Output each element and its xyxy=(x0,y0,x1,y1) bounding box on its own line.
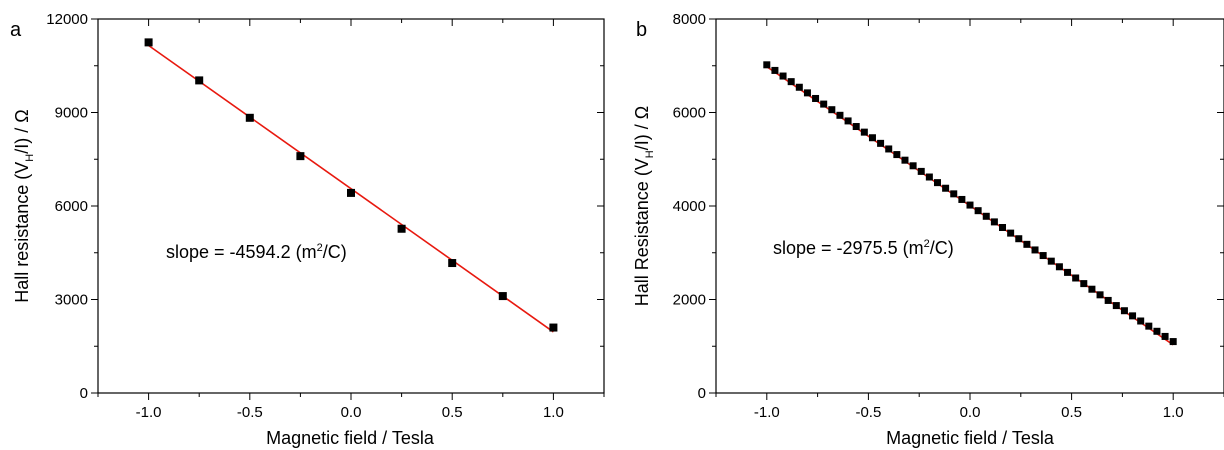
panel-b-y-axis-label: Hall Resistance (VH/I) / Ω xyxy=(632,106,656,306)
panel-b-data-point xyxy=(1145,322,1153,330)
panel-b-data-point xyxy=(877,139,885,147)
panel-a: a -1.0 -0.5 0.0 0.5 1.0 0 3000 6000 9000 12000 Ma… xyxy=(10,11,605,448)
panel-b-data-point xyxy=(901,156,909,164)
panel-a-y-tick-label: 12000 xyxy=(46,11,88,28)
panel-b-data-point xyxy=(844,117,852,125)
panel-b-data-point xyxy=(1112,302,1120,310)
panel-a-letter: a xyxy=(10,19,22,41)
panel-b-data-point xyxy=(1023,240,1031,248)
panel-a-data-point xyxy=(296,152,305,161)
panel-b-x-tick-label: 1.0 xyxy=(1163,404,1184,421)
panel-b-data-point xyxy=(974,207,982,215)
panel-a-x-tick-label: 0.0 xyxy=(341,404,362,421)
panel-b-data-point xyxy=(803,89,811,97)
panel-b-data-point xyxy=(1129,312,1137,320)
panel-b-x-axis-label: Magnetic field / Tesla xyxy=(886,428,1055,448)
panel-a-frame xyxy=(97,18,605,394)
panel-a-plot-area xyxy=(144,38,558,333)
panel-b-data-point xyxy=(852,123,860,131)
panel-b-data-point xyxy=(917,167,925,175)
panel-a-data-point xyxy=(195,76,204,85)
panel-b: b -1.0 -0.5 0.0 0.5 1.0 0 2000 4000 6000 8000 Mag… xyxy=(632,11,1224,448)
panel-a-y-tick-label: 3000 xyxy=(55,292,88,309)
panel-b-x-tick-label: 0.0 xyxy=(960,404,981,421)
panel-b-data-point xyxy=(1096,291,1104,299)
panel-b-data-point xyxy=(1007,229,1015,237)
panel-a-data-point xyxy=(144,38,153,47)
panel-b-data-point xyxy=(828,106,836,114)
panel-b-data-point xyxy=(868,134,876,142)
panel-b-data-point xyxy=(1031,246,1039,254)
panel-b-slope-annotation: slope = -2975.5 (m2/C) xyxy=(773,238,954,258)
panel-b-data-point xyxy=(1015,235,1023,243)
panel-a-data-point xyxy=(448,259,457,268)
panel-a-data-point xyxy=(245,113,254,122)
panel-a-data-point xyxy=(397,224,406,233)
panel-b-data-point xyxy=(958,195,966,203)
panel-a-x-tick-label: 1.0 xyxy=(543,404,564,421)
panel-b-data-point xyxy=(1072,274,1080,282)
panel-a-y-axis-label: Hall resistance (VH/I) / Ω xyxy=(12,109,36,302)
panel-b-data-point xyxy=(1088,285,1096,293)
panel-b-data-point xyxy=(779,72,787,80)
panel-b-data-point xyxy=(860,128,868,136)
panel-b-data-point xyxy=(942,184,950,192)
panel-b-y-tick-label: 6000 xyxy=(673,105,706,122)
panel-b-plot-area xyxy=(763,61,1177,346)
panel-b-data-point xyxy=(820,100,828,108)
panel-b-letter: b xyxy=(636,19,647,41)
panel-a-data-point xyxy=(549,323,558,332)
panel-b-data-point xyxy=(1080,280,1088,288)
panel-b-data-point xyxy=(885,145,893,153)
panel-b-data-point xyxy=(1055,263,1063,271)
panel-b-y-tick-label: 0 xyxy=(698,385,706,402)
panel-b-data-point xyxy=(1104,296,1112,304)
panel-a-y-tick-label: 9000 xyxy=(55,105,88,122)
panel-a-data-point xyxy=(498,292,507,301)
panel-b-data-point xyxy=(925,173,933,181)
panel-a-slope-annotation: slope = -4594.2 (m2/C) xyxy=(166,242,347,262)
panel-b-data-point xyxy=(1047,257,1055,265)
panel-a-x-tick-label: -0.5 xyxy=(237,404,263,421)
panel-b-y-tick-label: 2000 xyxy=(673,292,706,309)
panel-b-data-point xyxy=(812,94,820,102)
panel-a-x-tick-label: 0.5 xyxy=(442,404,463,421)
panel-a-y-tick-label: 0 xyxy=(80,385,88,402)
panel-b-data-point xyxy=(966,201,974,209)
panel-b-data-point xyxy=(1169,338,1177,346)
panel-b-data-point xyxy=(999,224,1007,232)
panel-b-x-tick-label: -0.5 xyxy=(855,404,881,421)
panel-a-fit-line xyxy=(148,44,554,333)
panel-b-data-point xyxy=(909,162,917,170)
panel-b-data-point xyxy=(1161,332,1169,340)
panel-b-data-point xyxy=(1064,268,1072,276)
panel-a-y-tick-label: 6000 xyxy=(55,198,88,215)
panel-b-data-point xyxy=(795,83,803,91)
panel-b-data-point xyxy=(1153,327,1161,335)
panel-b-x-tick-label: -1.0 xyxy=(754,404,780,421)
panel-b-data-point xyxy=(1039,252,1047,260)
panel-b-data-point xyxy=(1137,317,1145,325)
panel-b-data-point xyxy=(982,212,990,220)
panel-b-data-point xyxy=(950,190,958,198)
panel-b-data-point xyxy=(763,61,771,69)
panel-b-data-point xyxy=(893,151,901,159)
panel-a-data-point xyxy=(347,188,355,197)
panel-b-data-point xyxy=(771,66,779,74)
panel-b-data-point xyxy=(990,218,998,226)
panel-b-x-tick-label: 0.5 xyxy=(1061,404,1082,421)
panel-b-y-tick-label: 4000 xyxy=(673,198,706,215)
panel-b-y-tick-label: 8000 xyxy=(673,11,706,28)
panel-b-data-point xyxy=(787,78,795,86)
panel-b-data-point xyxy=(933,179,941,187)
panel-a-axes: -1.0 -0.5 0.0 0.5 1.0 0 3000 6000 9000 12000 xyxy=(46,11,605,421)
panel-b-data-point xyxy=(1120,307,1128,315)
panel-a-x-tick-label: -1.0 xyxy=(136,404,162,421)
panel-b-data-point xyxy=(836,111,844,119)
panel-a-x-axis-label: Magnetic field / Tesla xyxy=(266,428,435,448)
panel-b-axes: -1.0 -0.5 0.0 0.5 1.0 0 2000 4000 6000 8000 xyxy=(673,11,1224,421)
